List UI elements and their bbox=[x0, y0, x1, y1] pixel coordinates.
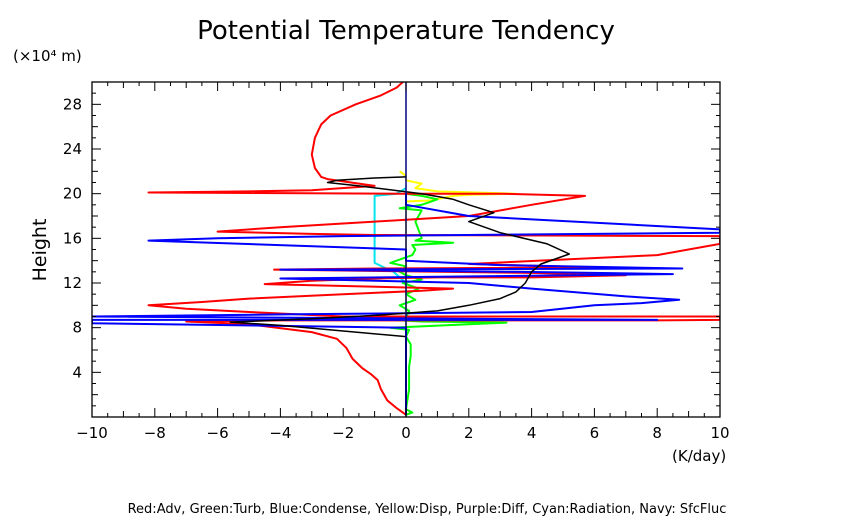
y-unit-label: (×10⁴ m) bbox=[13, 47, 82, 65]
y-tick-label: 8 bbox=[72, 319, 82, 337]
x-tick-label: −10 bbox=[76, 424, 108, 442]
x-tick-label: 8 bbox=[652, 424, 662, 442]
x-unit-label: (K/day) bbox=[672, 447, 726, 465]
y-axis-label: Height bbox=[29, 219, 51, 282]
series-line-blue bbox=[92, 193, 720, 415]
x-tick-label: −4 bbox=[269, 424, 291, 442]
y-tick-label: 24 bbox=[63, 140, 82, 158]
y-tick-label: 12 bbox=[63, 274, 82, 292]
series-line-red bbox=[147, 82, 720, 416]
legend-footer: Red:Adv, Green:Turb, Blue:Condense, Yell… bbox=[128, 502, 727, 517]
y-tick-label: 16 bbox=[63, 229, 82, 247]
series-line-black bbox=[229, 176, 571, 415]
y-tick-label: 28 bbox=[63, 95, 82, 113]
series-line-yellow bbox=[399, 170, 517, 415]
x-tick-label: −6 bbox=[207, 424, 229, 442]
chart-title: Potential Temperature Tendency bbox=[197, 16, 615, 46]
x-tick-label: 4 bbox=[527, 424, 537, 442]
y-tick-label: 20 bbox=[63, 185, 82, 203]
x-tick-label: 6 bbox=[590, 424, 600, 442]
x-tick-label: −2 bbox=[332, 424, 354, 442]
x-tick-label: 0 bbox=[401, 424, 411, 442]
series-line-green bbox=[389, 192, 508, 416]
x-tick-label: 10 bbox=[710, 424, 729, 442]
y-tick-label: 4 bbox=[72, 363, 82, 381]
x-tick-label: 2 bbox=[464, 424, 474, 442]
x-tick-label: −8 bbox=[144, 424, 166, 442]
